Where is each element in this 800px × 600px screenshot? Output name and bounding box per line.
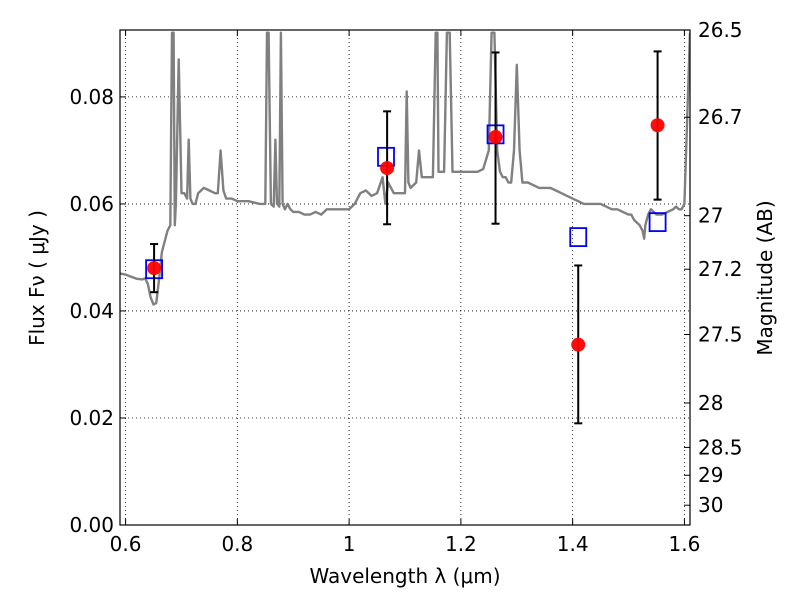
right-tick-label: 27: [698, 204, 723, 228]
observed-marker: [380, 161, 395, 176]
observed-point: [571, 264, 586, 425]
x-tick-label: 0.6: [110, 532, 142, 556]
spectrum-line: [120, 31, 690, 306]
observed-marker: [488, 130, 503, 145]
right-tick-label: 27.5: [698, 322, 743, 346]
right-tick-label: 30: [698, 493, 723, 517]
y-tick-label: 0.04: [69, 299, 114, 323]
x-tick-label: 1.4: [557, 532, 589, 556]
x-tick-label: 1.6: [669, 532, 701, 556]
right-tick-label: 28: [698, 391, 723, 415]
right-tick-label: 27.2: [698, 257, 743, 281]
right-tick-label: 29: [698, 463, 723, 487]
y-tick-label: 0.08: [69, 85, 114, 109]
right-tick-label: 26.5: [698, 18, 743, 42]
y-axis-label: Flux Fν ( μJy ): [25, 210, 49, 346]
right-axis-label: Magnitude (AB): [753, 200, 777, 355]
x-tick-label: 1: [343, 532, 356, 556]
grid: [120, 30, 690, 526]
model-square: [569, 227, 588, 247]
x-axis-label: Wavelength λ (μm): [309, 564, 500, 588]
y-tick-label: 0.02: [69, 406, 114, 430]
observed-point: [380, 110, 395, 226]
ticks: 0.6 0.8 1 1.2 1.4 1.6 0.00 0.02 0.04 0.06 0.08 26.5…: [69, 18, 742, 556]
observed-point: [488, 51, 503, 225]
observed-marker: [650, 118, 665, 133]
data-layer: [120, 31, 690, 425]
observed-marker: [147, 261, 162, 276]
observed-marker: [571, 337, 586, 352]
observed-point: [650, 50, 665, 201]
y-tick-label: 0.00: [69, 513, 114, 537]
x-tick-label: 1.2: [445, 532, 477, 556]
right-tick-label: 26.7: [698, 105, 743, 129]
right-tick-label: 28.5: [698, 435, 743, 459]
model-square: [648, 212, 667, 233]
y-tick-label: 0.06: [69, 192, 114, 216]
observed-point: [147, 243, 162, 294]
plot-frame: [119, 29, 691, 526]
x-tick-label: 0.8: [221, 532, 253, 556]
